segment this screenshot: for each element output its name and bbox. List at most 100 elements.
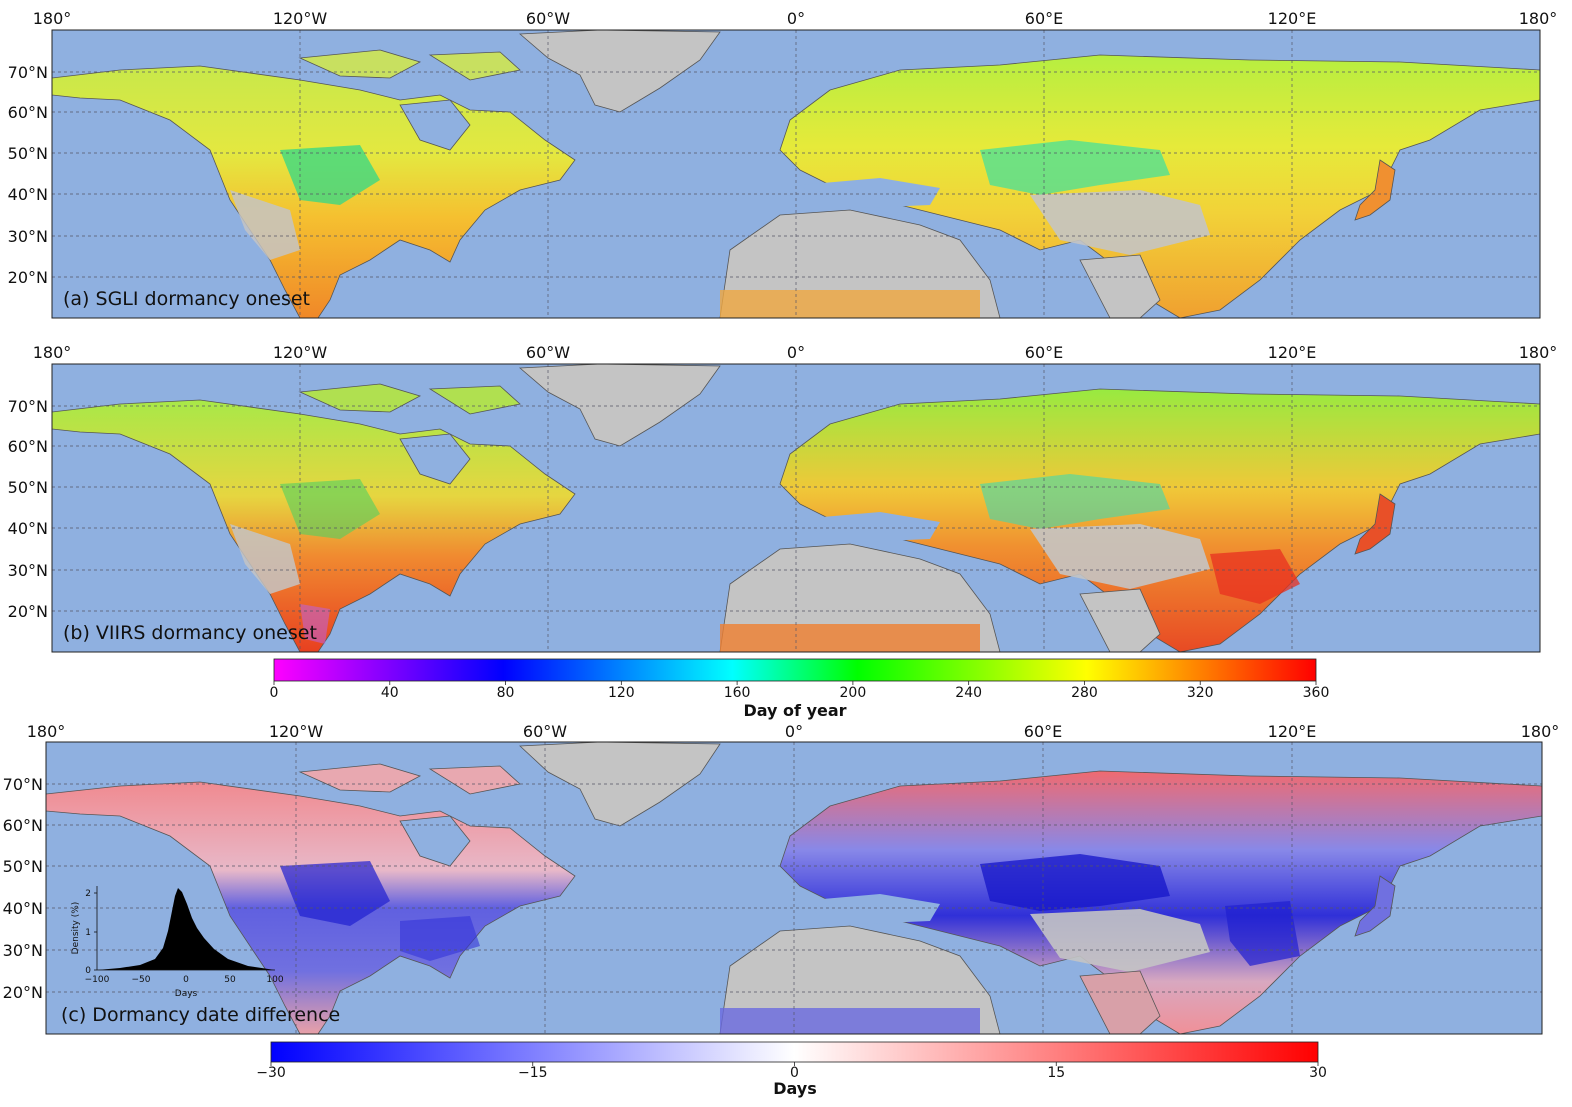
greenland-landmass [519,742,721,827]
svg-text:40°N: 40°N [8,519,48,538]
inset-xtick: 0 [183,975,189,985]
map-panel-c: 180° 120°W 60°W 0° 60°E 120°E 180° 70°N … [3,722,1560,1035]
svg-text:0°: 0° [787,343,805,362]
colorbar-days: −30 −15 0 15 30 Days [256,1041,1327,1098]
svg-text:180°: 180° [33,343,72,362]
japan-landmass [1354,159,1396,221]
inset-ytick: 2 [85,889,91,899]
colorbar-tick-label: 280 [1071,685,1098,701]
greenland-landmass [518,364,721,447]
hudson-bay [399,433,471,485]
na-plains-blue [280,861,390,926]
map-b-frame [51,363,1541,653]
colorbar-tick-label: 200 [840,685,867,701]
lat-labels-a: 70°N 60°N 50°N 40°N 30°N 20°N [8,63,48,287]
svg-text:180°: 180° [33,9,72,28]
hudson-bay [399,99,471,151]
caption-c: (c) Dormancy date difference [61,1004,340,1026]
arctic-islands [298,383,521,415]
svg-text:180°: 180° [1519,9,1558,28]
svg-text:60°N: 60°N [8,437,48,456]
inset-density-curve [97,888,275,970]
colorbar-doy-gradient [273,658,1317,682]
map-panel-a: 180° 120°W 60°W 0° 60°E 120°E 180° 70°N … [8,9,1558,319]
central-asia-steppe [980,474,1170,529]
svg-text:60°N: 60°N [3,816,43,835]
caption-b: (b) VIIRS dormancy oneset [63,622,317,644]
india-landmass [1079,588,1161,652]
inset-ytick: 1 [85,928,91,938]
lon-labels-a: 180° 120°W 60°W 0° 60°E 120°E 180° [33,9,1558,28]
central-asia-nodata [1030,909,1210,972]
mediterranean-sea [800,178,940,208]
lon-labels-b: 180° 120°W 60°W 0° 60°E 120°E 180° [33,343,1558,362]
mexico-purple [300,604,330,644]
svg-text:50°N: 50°N [3,857,43,876]
svg-text:120°E: 120°E [1268,722,1317,741]
lat-labels-b: 70°N 60°N 50°N 40°N 30°N 20°N [8,397,48,621]
svg-text:30°N: 30°N [3,941,43,960]
graticule [52,364,1540,652]
colorbar-tick-label: 40 [381,685,399,701]
svg-text:120°W: 120°W [273,9,328,28]
colorbar-tick-label: −30 [256,1065,286,1081]
colorbar-tick-label: 320 [1187,685,1214,701]
lon-labels-c: 180° 120°W 60°W 0° 60°E 120°E 180° [27,722,1560,741]
svg-text:120°W: 120°W [269,722,324,741]
svg-text:60°W: 60°W [526,9,570,28]
inset-ytick: 0 [85,966,91,976]
svg-text:40°N: 40°N [3,899,43,918]
svg-text:60°W: 60°W [523,722,567,741]
sahel-band [720,290,980,318]
svg-text:20°N: 20°N [8,268,48,287]
greenland-landmass [518,30,721,113]
sahel-band [720,624,980,652]
mediterranean-sea [800,512,940,542]
svg-text:20°N: 20°N [3,983,43,1002]
japan-landmass [1354,875,1396,937]
colorbar-doy-ticks: 0 40 80 120 160 200 240 280 320 360 [270,681,1329,701]
svg-text:70°N: 70°N [8,397,48,416]
colorbar-tick-label: 240 [955,685,982,701]
svg-text:60°E: 60°E [1024,722,1062,741]
lat-labels-c: 70°N 60°N 50°N 40°N 30°N 20°N [3,775,43,1002]
south-china-red [1210,549,1300,604]
svg-text:60°W: 60°W [526,343,570,362]
colorbar-tick-label: −15 [518,1065,548,1081]
na-nodata-west [230,524,300,594]
na-grassland [280,479,380,539]
svg-text:120°E: 120°E [1268,343,1317,362]
central-asia-nodata [1030,524,1210,589]
map-panel-b: 180° 120°W 60°W 0° 60°E 120°E 180° 70°N … [8,343,1558,653]
inset-xtick: 100 [266,975,283,985]
arctic-islands [298,763,521,795]
map-a-surface [52,30,1540,318]
svg-text:180°: 180° [27,722,66,741]
hudson-bay [399,815,471,867]
svg-text:60°N: 60°N [8,103,48,122]
svg-text:0°: 0° [785,722,803,741]
colorbar-tick-label: 30 [1309,1065,1327,1081]
caption-a: (a) SGLI dormancy oneset [63,288,310,310]
inset-xtick: 50 [224,975,236,985]
graticule [52,30,1540,318]
central-asia-nodata [1030,190,1210,255]
colorbar-tick-label: 80 [497,685,515,701]
inset-xtick: −50 [132,975,151,985]
svg-text:70°N: 70°N [3,775,43,794]
svg-text:20°N: 20°N [8,602,48,621]
colorbar-tick-label: 15 [1047,1065,1065,1081]
map-c-frame [45,741,1543,1035]
map-b-surface [52,364,1540,652]
svg-text:50°N: 50°N [8,144,48,163]
inset-histogram: 0 1 2 −100 −50 0 50 100 Days Density (%) [71,886,284,999]
svg-text:50°N: 50°N [8,478,48,497]
colorbar-tick-label: 0 [790,1065,799,1081]
na-grassland [280,145,380,205]
colorbar-days-title: Days [773,1079,817,1098]
svg-text:60°E: 60°E [1025,9,1063,28]
colorbar-tick-label: 0 [270,685,279,701]
sahel-band [720,1008,980,1034]
india-landmass [1079,970,1161,1034]
svg-text:30°N: 30°N [8,561,48,580]
